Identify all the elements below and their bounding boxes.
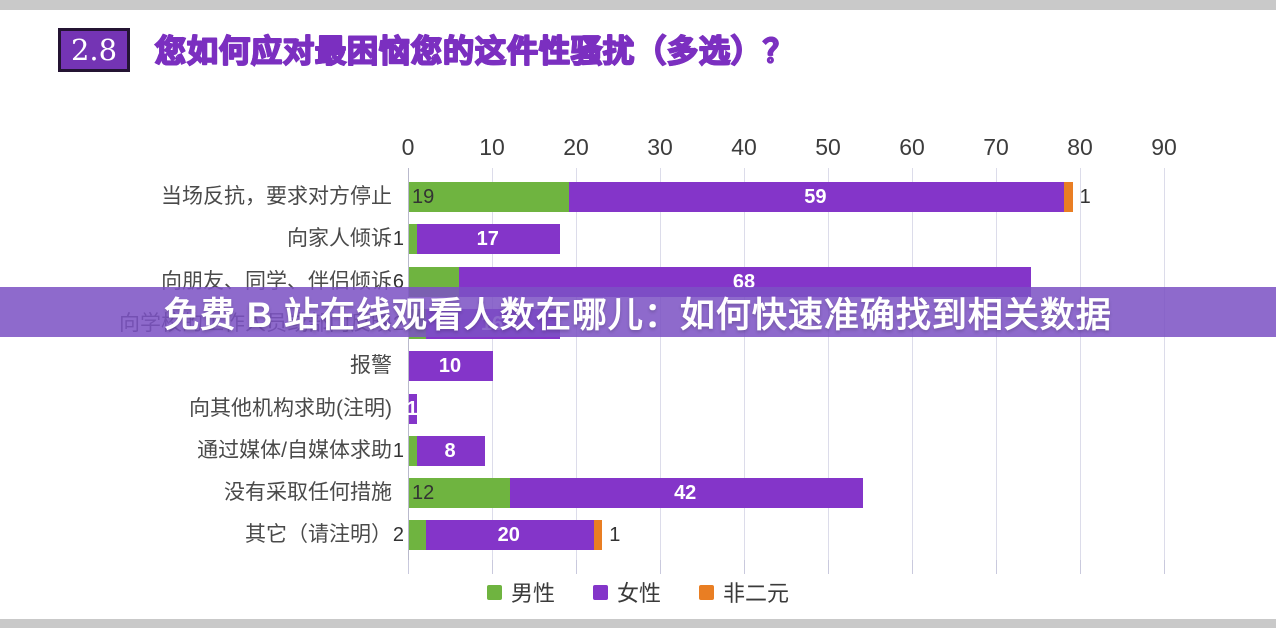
- category-label: 没有采取任何措施: [224, 481, 392, 505]
- value-label-male: 2: [392, 524, 404, 547]
- legend-label: 女性: [616, 581, 661, 606]
- bar-male: [409, 435, 418, 466]
- top-border: [0, 0, 1276, 10]
- bar-male: [409, 520, 426, 551]
- bar-female: [509, 478, 863, 509]
- legend-label: 男性: [510, 581, 555, 606]
- bar-male: [409, 182, 569, 212]
- bar-nonbinary: [1064, 182, 1073, 212]
- value-label-male: 1: [392, 228, 404, 251]
- legend-swatch-icon: [699, 584, 714, 600]
- value-label-female: 1: [406, 397, 418, 420]
- value-label-male: 19: [412, 186, 435, 208]
- bar-female: [417, 435, 485, 466]
- tick-mark-10: [492, 560, 493, 574]
- legend-item: 女性: [592, 576, 661, 608]
- chart-legend: 男性 女性 非二元: [0, 575, 1276, 609]
- category-label: 报警: [350, 354, 392, 378]
- tick-mark-90: [1164, 560, 1165, 574]
- legend-label: 非二元: [723, 581, 790, 606]
- tick-mark-80: [1080, 560, 1081, 574]
- value-label-female: 42: [674, 482, 697, 505]
- gridline-20: [576, 168, 577, 560]
- value-label-male: 12: [412, 482, 435, 505]
- legend-swatch-icon: [592, 584, 608, 600]
- tick-mark-70: [996, 560, 997, 574]
- bar-female: [409, 393, 418, 424]
- tick-mark-50: [828, 560, 829, 574]
- legend-item: 非二元: [699, 576, 789, 608]
- gridline-70: [996, 168, 997, 560]
- tick-mark-0: [408, 560, 409, 574]
- watermark-banner: 免费 B 站在线观看人数在哪儿：如何快速准确找到相关数据: [0, 287, 1276, 337]
- value-label-female: 20: [497, 524, 520, 547]
- chart-title: 您如何应对最困恼您的这件性骚扰（多选）？: [154, 33, 795, 70]
- question-number-badge: 2.8: [58, 28, 130, 72]
- x-tick-label: 70: [983, 134, 1009, 160]
- x-tick-label: 0: [401, 134, 415, 160]
- legend-swatch-icon: [486, 584, 502, 600]
- tick-mark-60: [912, 560, 913, 574]
- bar-female: [409, 351, 493, 382]
- bottom-border: [0, 619, 1276, 628]
- value-label-female: 10: [438, 355, 462, 378]
- gridline-40: [744, 168, 745, 560]
- value-label-male: 1: [392, 439, 404, 462]
- category-label: 通过媒体/自媒体求助: [197, 438, 392, 462]
- legend-item: 男性: [486, 576, 555, 608]
- x-tick-label: 60: [899, 134, 925, 160]
- value-label-male: 6: [392, 270, 404, 293]
- value-label-female: 17: [476, 228, 499, 251]
- x-tick-label: 80: [1067, 134, 1093, 160]
- x-tick-label: 50: [815, 134, 841, 160]
- category-label: 其它（请注明）: [245, 523, 392, 547]
- tick-mark-40: [744, 560, 745, 574]
- bar-male: [409, 224, 418, 255]
- value-label-female: 59: [804, 186, 827, 208]
- bar-nonbinary: [593, 520, 603, 551]
- category-label: 当场反抗，要求对方停止: [161, 185, 392, 208]
- tick-mark-20: [576, 560, 577, 574]
- value-label-nonbinary: 1: [1079, 186, 1091, 208]
- gridline-50: [828, 168, 829, 560]
- category-label: 向家人倾诉: [287, 227, 392, 251]
- watermark-text: 免费 B 站在线观看人数在哪儿：如何快速准确找到相关数据: [164, 295, 1112, 335]
- gridline-30: [660, 168, 661, 560]
- gridline-90: [1164, 168, 1165, 560]
- gridline-80: [1080, 168, 1081, 560]
- bar-male: [409, 478, 510, 509]
- x-tick-label: 30: [647, 134, 673, 160]
- x-tick-label: 90: [1151, 134, 1177, 160]
- bar-female: [425, 520, 594, 551]
- tick-mark-30: [660, 560, 661, 574]
- gridline-60: [912, 168, 913, 560]
- bar-female: [568, 182, 1065, 212]
- category-label: 向其他机构求助(注明): [189, 396, 392, 420]
- x-tick-label: 40: [731, 134, 757, 160]
- x-tick-label: 20: [563, 134, 589, 160]
- value-label-nonbinary: 1: [609, 524, 621, 547]
- bar-female: [417, 224, 561, 255]
- gridline-0: [408, 168, 409, 560]
- category-label: 向朋友、同学、伴侣倾诉: [161, 269, 392, 293]
- value-label-female: 8: [444, 439, 456, 462]
- x-tick-label: 10: [479, 134, 505, 160]
